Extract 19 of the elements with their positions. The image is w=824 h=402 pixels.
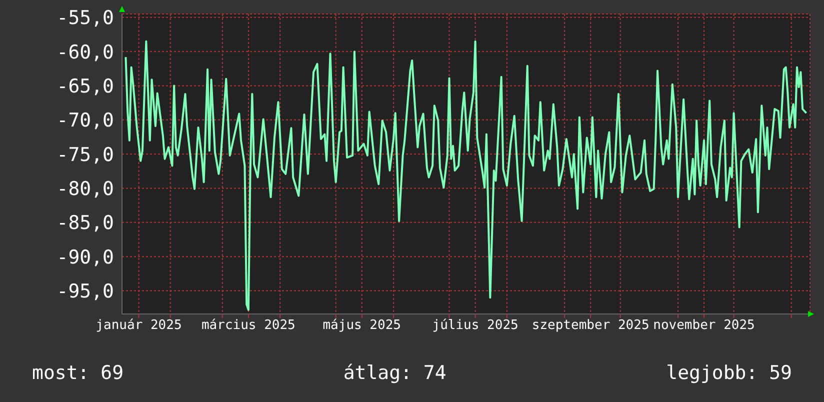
y-tick-label: -85,0 [56, 212, 114, 234]
x-tick-label: november 2025 [653, 318, 755, 334]
y-tick-label: -55,0 [56, 7, 114, 30]
text: átlag: 74 [343, 362, 446, 384]
y-tick-label: -90,0 [56, 246, 114, 268]
y-tick-label: -60,0 [56, 41, 114, 64]
x-tick-label: szeptember 2025 [532, 318, 650, 334]
x-tick-label: május 2025 [322, 318, 402, 334]
y-tick-label: -75,0 [56, 144, 114, 166]
y-tick-label: -95,0 [56, 280, 114, 303]
text: most: 69 [32, 362, 124, 384]
y-tick-label: -70,0 [56, 110, 114, 132]
y-tick-label: -80,0 [56, 178, 114, 200]
text: legjobb: 59 [666, 362, 792, 384]
x-tick-label: január 2025 [96, 318, 182, 334]
x-tick-label: március 2025 [201, 318, 296, 334]
line-series [124, 40, 808, 311]
x-tick-label: július 2025 [432, 318, 518, 334]
y-tick-label: -65,0 [56, 76, 114, 98]
